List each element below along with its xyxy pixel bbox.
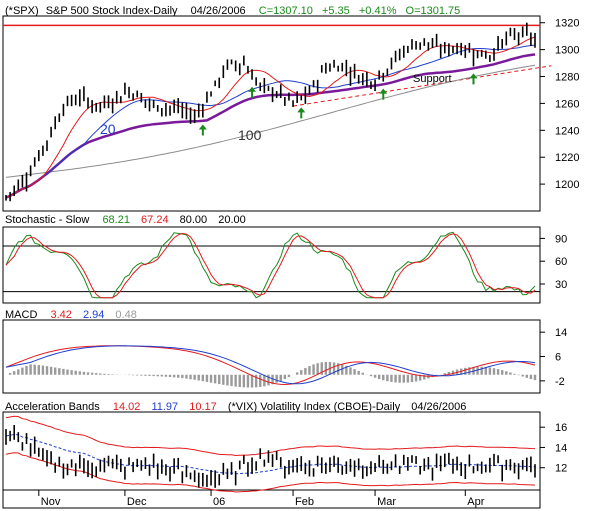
- price-pct: +0.41%: [359, 5, 397, 17]
- x-tick-label: Dec: [127, 496, 147, 508]
- stoch-k-line: [5, 231, 536, 299]
- panel-frame-0: [2, 15, 541, 212]
- y-tick-label: 14: [555, 442, 567, 454]
- price-symbol: (*SPX): [5, 5, 39, 17]
- accel-mid: 11.97: [151, 401, 178, 413]
- ma20-label: 20: [100, 121, 116, 137]
- y-tick-label: 60: [555, 256, 567, 268]
- stoch-k: 68.21: [102, 214, 130, 226]
- panel-frame-1: [2, 226, 541, 304]
- accel-header: Acceleration Bands 14.02 11.97 10.17 (*V…: [5, 401, 466, 413]
- stoch-lower: 20.00: [218, 214, 246, 226]
- x-tick-label: Feb: [295, 496, 314, 508]
- support-arrow: [469, 73, 478, 85]
- y-tick-label: -2: [555, 376, 565, 388]
- x-tick-label: Nov: [41, 496, 61, 508]
- support-line: [292, 65, 552, 107]
- macd-line: [5, 345, 536, 386]
- price-header: (*SPX) S&P 500 Stock Index-Daily 04/26/2…: [5, 5, 460, 17]
- macd-hist: 0.48: [115, 309, 136, 321]
- panels-layer: 1200122012401260128013001320306090-26141…: [2, 15, 579, 509]
- price-open: O=1301.75: [406, 5, 461, 17]
- y-tick-label: 1260: [555, 98, 579, 110]
- accel-upper: 14.02: [113, 401, 141, 413]
- support-arrow: [379, 88, 388, 100]
- y-tick-label: 30: [555, 279, 567, 291]
- macd-title: MACD: [5, 309, 37, 321]
- accel-lower: 10.17: [189, 401, 217, 413]
- ma10-line: [5, 36, 536, 199]
- ma100-line: [5, 64, 536, 178]
- macd-signal-line: [5, 345, 536, 385]
- ma50-line: [5, 53, 536, 199]
- support-arrow: [248, 86, 257, 98]
- price-date: 04/26/2006: [191, 5, 246, 17]
- support-arrow: [297, 107, 306, 119]
- y-tick-label: 1300: [555, 45, 579, 57]
- accel-symbol: (*VIX) Volatility Index (CBOE)-Daily: [228, 401, 401, 413]
- macd-signal: 2.94: [83, 309, 104, 321]
- panel-frame-3: [2, 411, 541, 491]
- x-tick-label: Mar: [377, 496, 396, 508]
- stoch-title: Stochastic - Slow: [5, 214, 89, 226]
- macd-value: 3.42: [50, 309, 71, 321]
- y-tick-label: 16: [555, 422, 567, 434]
- x-axis-strip: [2, 489, 541, 509]
- support-arrow: [198, 124, 207, 136]
- accel-mid-line: [5, 433, 536, 475]
- y-tick-label: 1220: [555, 152, 579, 164]
- y-tick-label: 1240: [555, 125, 579, 137]
- y-tick-label: 1320: [555, 18, 579, 30]
- ma100-label: 100: [238, 127, 262, 143]
- price-close: C=1307.10: [259, 5, 313, 17]
- accel-upper-line: [5, 415, 536, 457]
- x-tick-label: 06: [213, 496, 225, 508]
- accel-lower-line: [5, 452, 536, 493]
- y-tick-label: 1200: [555, 179, 579, 191]
- support-label: Support: [413, 73, 452, 85]
- stoch-d-line: [5, 232, 536, 299]
- y-tick-label: 14: [555, 327, 567, 339]
- accel-title: Acceleration Bands: [5, 401, 100, 413]
- ma20-line: [5, 44, 536, 199]
- macd-header: MACD 3.42 2.94 0.48: [5, 309, 137, 321]
- y-tick-label: 1280: [555, 72, 579, 84]
- y-tick-label: 90: [555, 233, 567, 245]
- stoch-d: 67.24: [141, 214, 169, 226]
- price-name: S&P 500 Stock Index-Daily: [46, 5, 178, 17]
- y-tick-label: 12: [555, 463, 567, 475]
- stoch-header: Stochastic - Slow 68.21 67.24 80.00 20.0…: [5, 214, 246, 226]
- stoch-upper: 80.00: [180, 214, 208, 226]
- price-change: +5.35: [322, 5, 350, 17]
- x-tick-label: Apr: [467, 496, 484, 508]
- accel-date: 04/26/2006: [411, 401, 466, 413]
- y-tick-label: 6: [555, 352, 561, 364]
